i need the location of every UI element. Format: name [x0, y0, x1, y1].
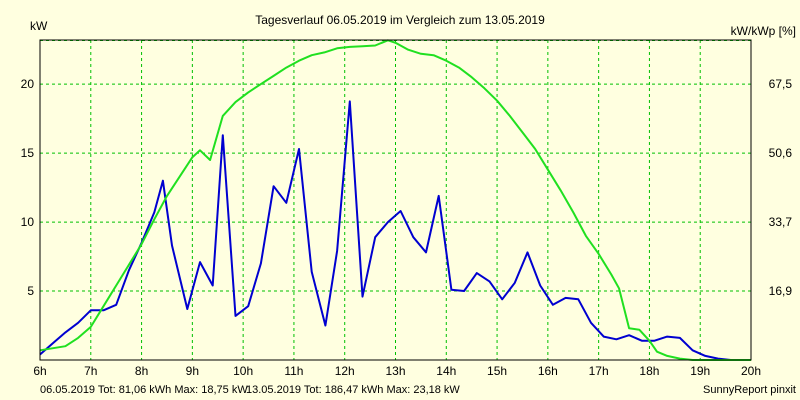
x-tick-label: 19h — [690, 364, 710, 378]
left-y-tick-label: 15 — [21, 146, 35, 160]
x-tick-label: 17h — [589, 364, 609, 378]
credit-text: SunnyReport pinxit — [703, 384, 796, 396]
chart-title: Tagesverlauf 06.05.2019 im Vergleich zum… — [255, 13, 545, 27]
left-y-tick-label: 5 — [27, 284, 34, 298]
legend-series-b-caption: 13.05.2019 Tot: 186,47 kWh Max: 23,18 kW — [246, 384, 460, 396]
x-tick-label: 18h — [639, 364, 659, 378]
x-tick-label: 16h — [538, 364, 558, 378]
x-tick-label: 11h — [284, 364, 303, 378]
left-axis-label: kW — [30, 19, 48, 33]
legend-series-a-caption: 06.05.2019 Tot: 81,06 kWh Max: 18,75 kW — [40, 384, 248, 396]
x-tick-label: 9h — [186, 364, 199, 378]
series-line-13-05-2019 — [39, 39, 751, 361]
x-tick-label: 13h — [385, 364, 405, 378]
right-axis-label: kW/kWp [%] — [731, 24, 796, 38]
x-tick-label: 14h — [436, 364, 456, 378]
x-tick-label: 6h — [33, 364, 46, 378]
x-tick-label: 12h — [335, 364, 355, 378]
x-tick-label: 20h — [741, 364, 761, 378]
x-tick-label: 10h — [233, 364, 253, 378]
x-tick-label: 15h — [487, 364, 507, 378]
right-y-tick-label: 67,5 — [769, 77, 793, 91]
right-y-tick-label: 33,7 — [769, 215, 793, 229]
left-y-tick-labels: 5 10 15 20 — [21, 77, 35, 298]
right-y-tick-label: 16,9 — [769, 284, 793, 298]
x-tick-labels: 6h 7h 8h 9h 10h 11h 12h 13h 14h 15h 16h 17h 18h 19h 20… — [33, 364, 761, 378]
left-y-tick-label: 10 — [21, 215, 35, 229]
left-y-tick-label: 20 — [21, 77, 35, 91]
right-y-tick-labels: 16,9 33,7 50,6 67,5 — [769, 77, 793, 298]
series-layer — [39, 39, 751, 361]
plot-frame — [39, 39, 752, 361]
right-y-tick-label: 50,6 — [769, 146, 793, 160]
series-line-06-05-2019 — [39, 100, 751, 361]
x-tick-label: 7h — [84, 364, 97, 378]
x-tick-label: 8h — [135, 364, 148, 378]
